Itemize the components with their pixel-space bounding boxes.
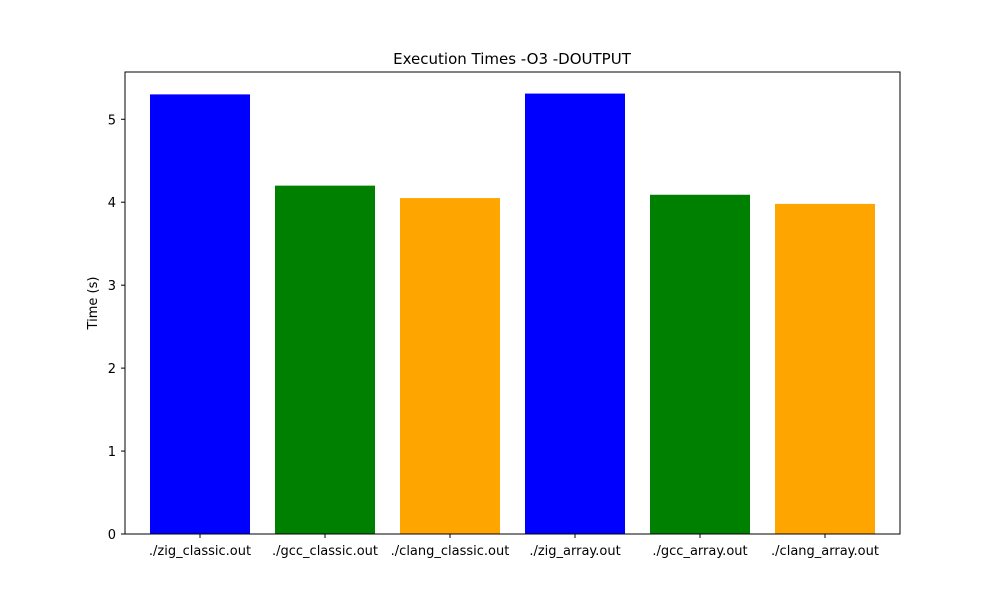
- y-tick-label-0: 0: [108, 528, 116, 543]
- x-tick-label-5: ./clang_array.out: [771, 544, 879, 559]
- bar-4: [650, 194, 750, 534]
- bars-group: [150, 93, 875, 535]
- y-tick-label-1: 1: [108, 445, 116, 460]
- x-tick-label-2: ./clang_classic.out: [391, 544, 510, 559]
- y-tick-label-5: 5: [108, 113, 116, 128]
- x-tick-label-3: ./zig_array.out: [529, 544, 620, 559]
- bar-1: [275, 185, 375, 534]
- x-tick-label-0: ./zig_classic.out: [149, 544, 251, 559]
- x-axis: ./zig_classic.out ./gcc_classic.out ./clan…: [149, 534, 879, 559]
- y-axis: 0 1 2 3 4 5: [108, 113, 125, 543]
- chart-title: Execution Times -O3 -DOUTPUT: [393, 50, 632, 68]
- y-tick-label-3: 3: [108, 279, 116, 294]
- x-tick-label-1: ./gcc_classic.out: [272, 544, 378, 559]
- plot-frame: [124, 71, 901, 535]
- x-tick-label-4: ./gcc_array.out: [652, 544, 747, 559]
- y-tick-label-2: 2: [108, 362, 116, 377]
- y-axis-label: Time (s): [86, 277, 101, 331]
- y-tick-label-4: 4: [108, 196, 116, 211]
- bar-5: [775, 203, 875, 534]
- bar-3: [525, 93, 625, 535]
- bar-2: [400, 198, 500, 534]
- bar-0: [150, 94, 250, 535]
